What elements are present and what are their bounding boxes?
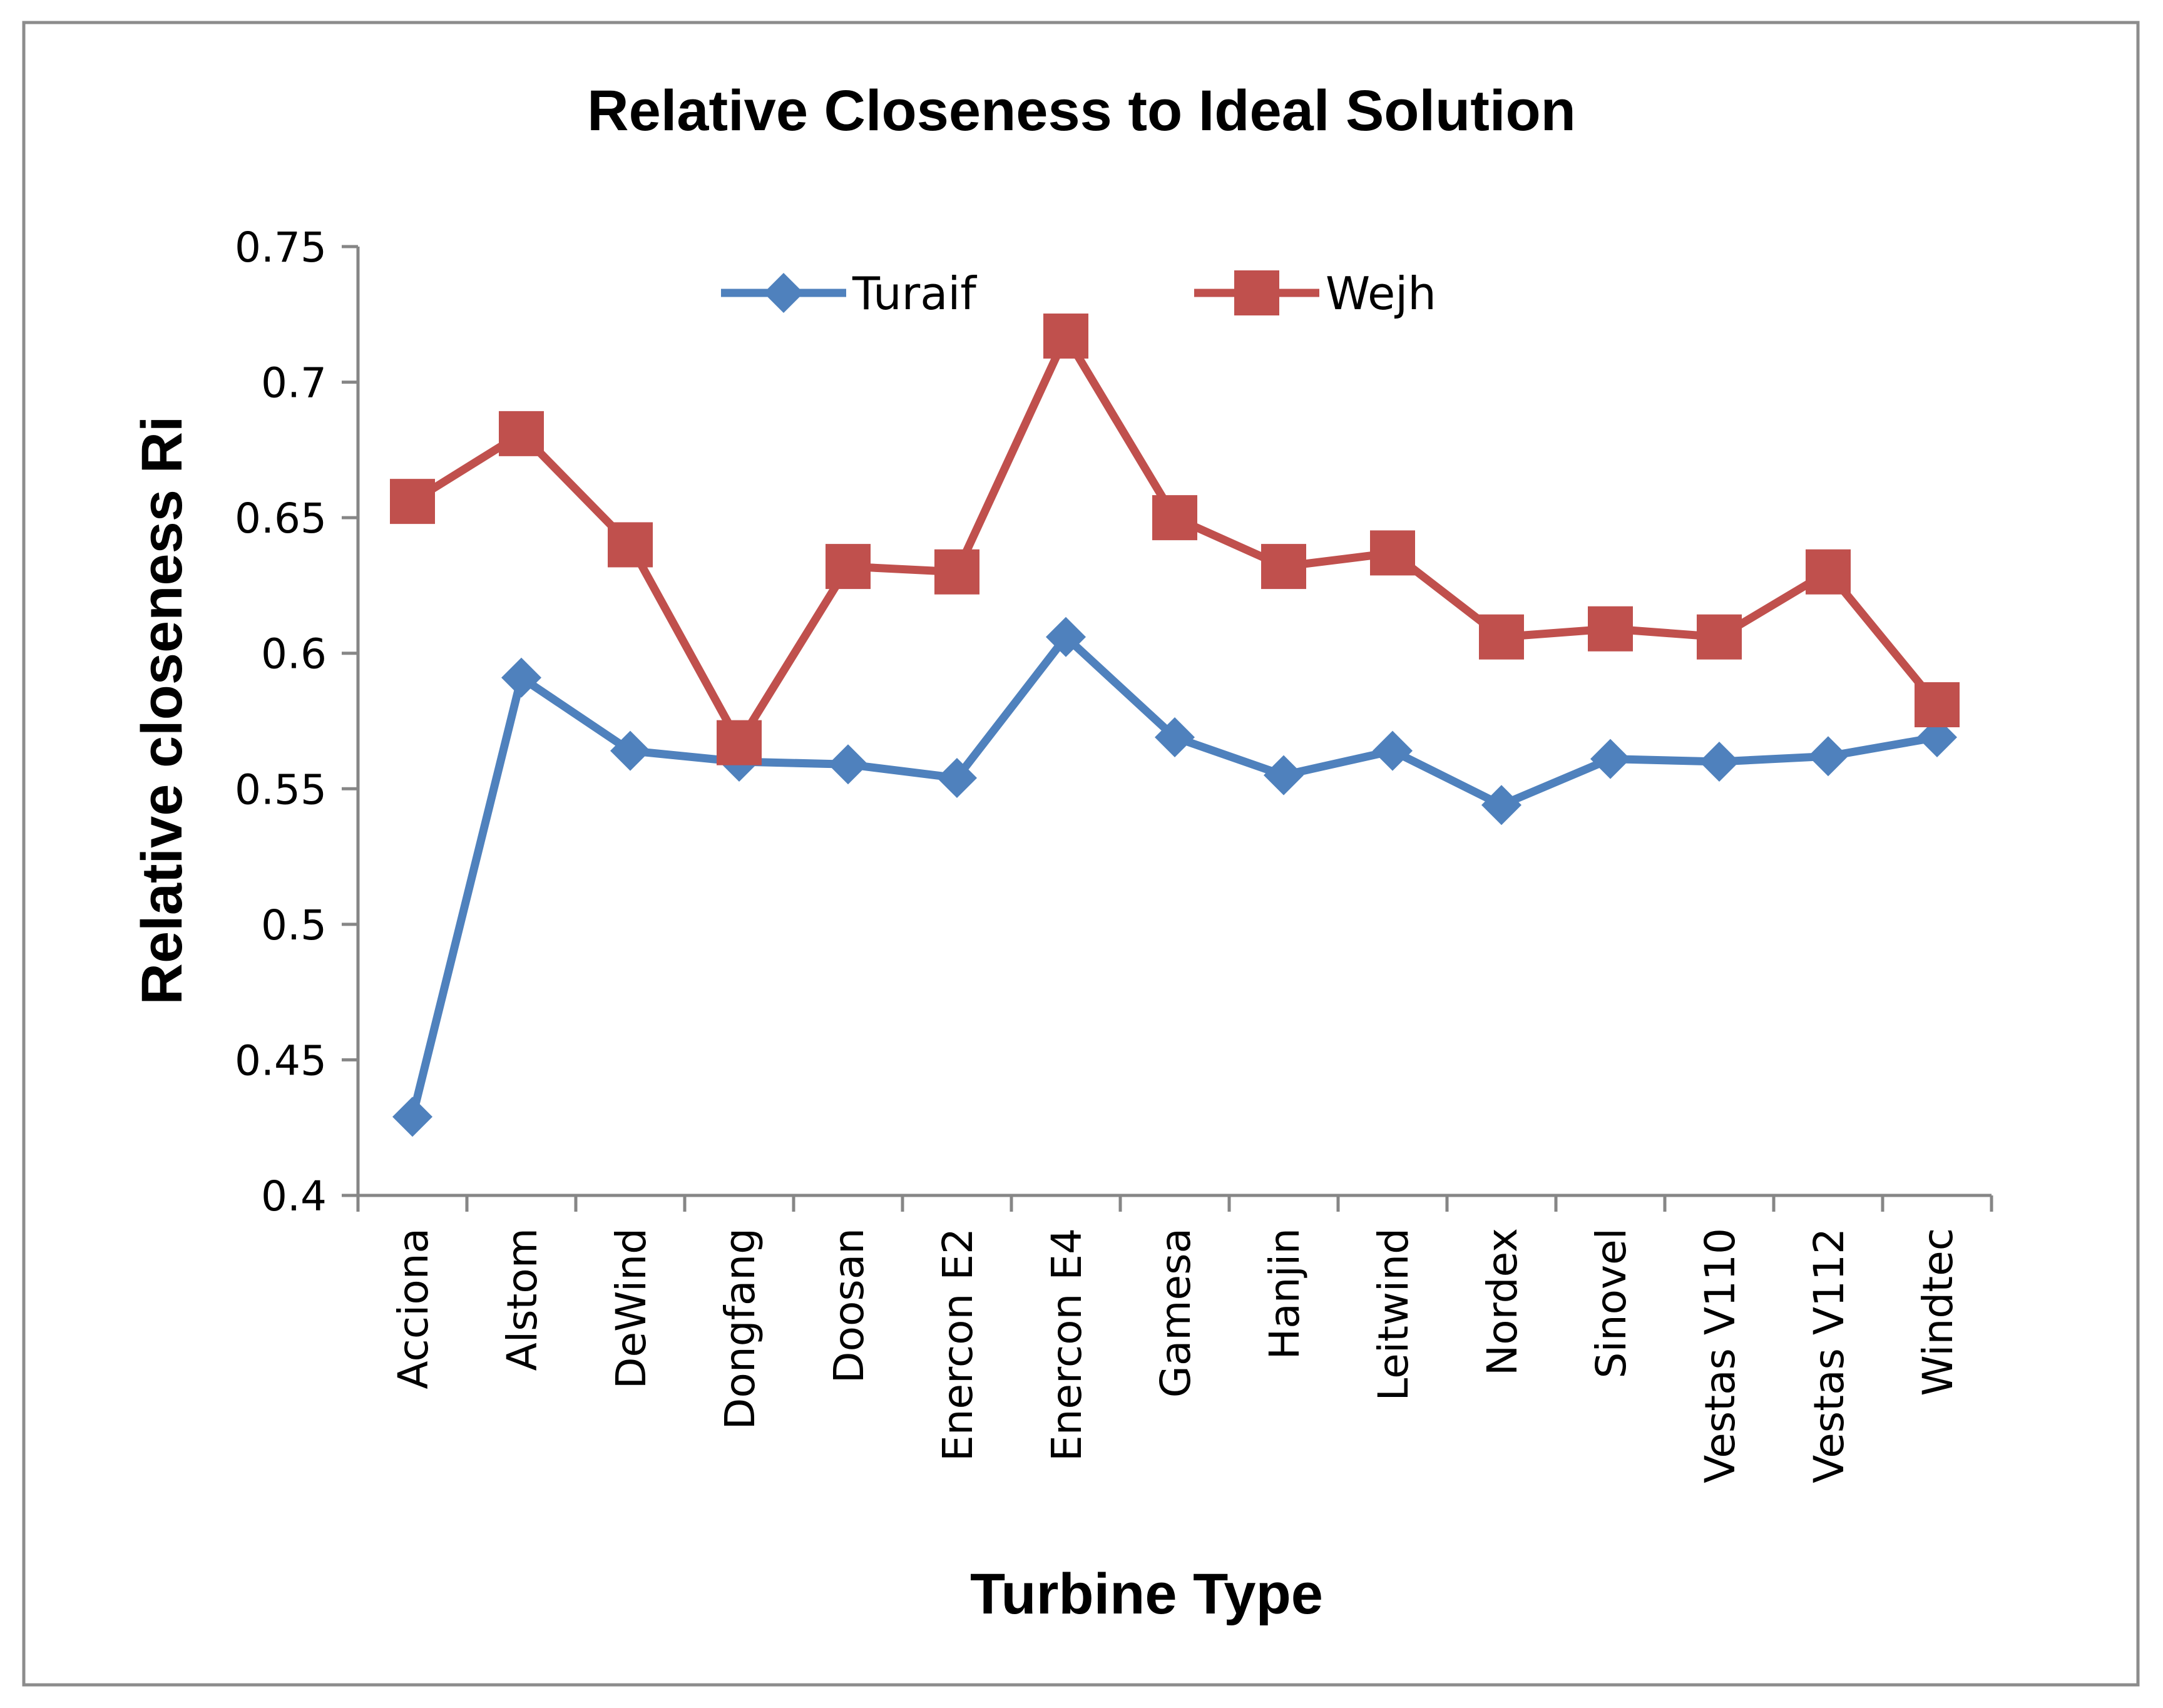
- x-tick-label: Enercon E2: [934, 1228, 982, 1461]
- series-wejh: [390, 313, 1960, 765]
- x-tick-label: Leitwind: [1369, 1228, 1418, 1401]
- data-point-wejh: [717, 720, 762, 765]
- data-point-wejh: [826, 544, 871, 590]
- chart-background: [22, 21, 2140, 1687]
- data-point-wejh: [1479, 614, 1524, 660]
- data-point-turaif: [1264, 755, 1304, 795]
- data-point-wejh: [1043, 313, 1088, 359]
- x-tick-label: Enercon E4: [1043, 1228, 1091, 1461]
- chart-title: Relative Closeness to Ideal Solution: [587, 79, 1576, 143]
- data-point-wejh: [1915, 682, 1960, 728]
- data-point-wejh: [1370, 530, 1415, 576]
- series-layer: [390, 313, 1960, 1137]
- x-tick-label: Hanjin: [1260, 1228, 1309, 1359]
- x-tick-label: Vestas V112: [1805, 1228, 1853, 1483]
- y-tick-label: 0.5: [261, 901, 327, 949]
- data-point-wejh: [934, 549, 979, 595]
- data-point-wejh: [1697, 614, 1742, 660]
- data-point-turaif: [1046, 616, 1086, 657]
- y-tick-label: 0.4: [261, 1172, 327, 1220]
- data-point-turaif: [610, 730, 650, 771]
- x-tick-label: Alstom: [498, 1228, 546, 1371]
- data-point-turaif: [1699, 741, 1739, 782]
- legend-item-wejh: Wejh: [1194, 267, 1436, 320]
- data-point-wejh: [608, 522, 653, 568]
- y-tick-label: 0.75: [235, 223, 327, 272]
- data-point-turaif: [1155, 717, 1195, 757]
- data-point-turaif: [1590, 739, 1630, 779]
- y-tick-label: 0.7: [261, 359, 327, 407]
- data-point-wejh: [390, 479, 435, 524]
- y-axis-title: Relative closeness Ri: [130, 416, 194, 1005]
- data-point-wejh: [1261, 544, 1306, 590]
- data-point-turaif: [392, 1097, 432, 1137]
- data-point-turaif: [1481, 785, 1521, 826]
- axes: 0.4 0.45 0.5 0.55 0.6 0.65 0.7 0.75 Acciona Alsto…: [235, 223, 1993, 1483]
- x-tick-label: Gamesa: [1152, 1228, 1200, 1398]
- y-tick-label: 0.55: [235, 765, 327, 814]
- x-axis-title: Turbine Type: [970, 1562, 1323, 1626]
- x-tick-label: Sinovel: [1587, 1228, 1635, 1378]
- x-tick-label: Windtec: [1914, 1228, 1962, 1396]
- data-point-wejh: [1806, 549, 1851, 595]
- series-turaif: [392, 616, 1957, 1137]
- legend-item-turaif: Turaif: [721, 267, 977, 320]
- data-point-turaif: [501, 657, 541, 698]
- legend-marker-turaif: [764, 273, 804, 313]
- x-tick-label: Vestas V110: [1696, 1228, 1744, 1483]
- x-tick-label: Doosan: [825, 1228, 873, 1383]
- y-tick-label: 0.45: [235, 1036, 327, 1085]
- x-tick-label: DeWind: [607, 1228, 655, 1389]
- legend-label-wejh: Wejh: [1326, 267, 1436, 320]
- x-tick-label: Acciona: [389, 1228, 437, 1389]
- legend-marker-wejh: [1234, 270, 1279, 315]
- data-point-wejh: [1588, 606, 1633, 652]
- legend: Turaif Wejh: [721, 267, 1436, 320]
- x-tick-label: Dongfang: [716, 1228, 764, 1429]
- y-tick-label: 0.6: [261, 630, 327, 678]
- data-point-turaif: [828, 744, 868, 785]
- y-tick-label: 0.65: [235, 494, 327, 543]
- data-point-wejh: [499, 411, 544, 456]
- legend-label-turaif: Turaif: [852, 267, 977, 320]
- data-point-wejh: [1152, 495, 1197, 541]
- data-point-turaif: [1808, 736, 1848, 777]
- data-point-turaif: [937, 757, 977, 798]
- x-tick-label: Nordex: [1478, 1228, 1526, 1376]
- data-point-turaif: [1373, 730, 1413, 771]
